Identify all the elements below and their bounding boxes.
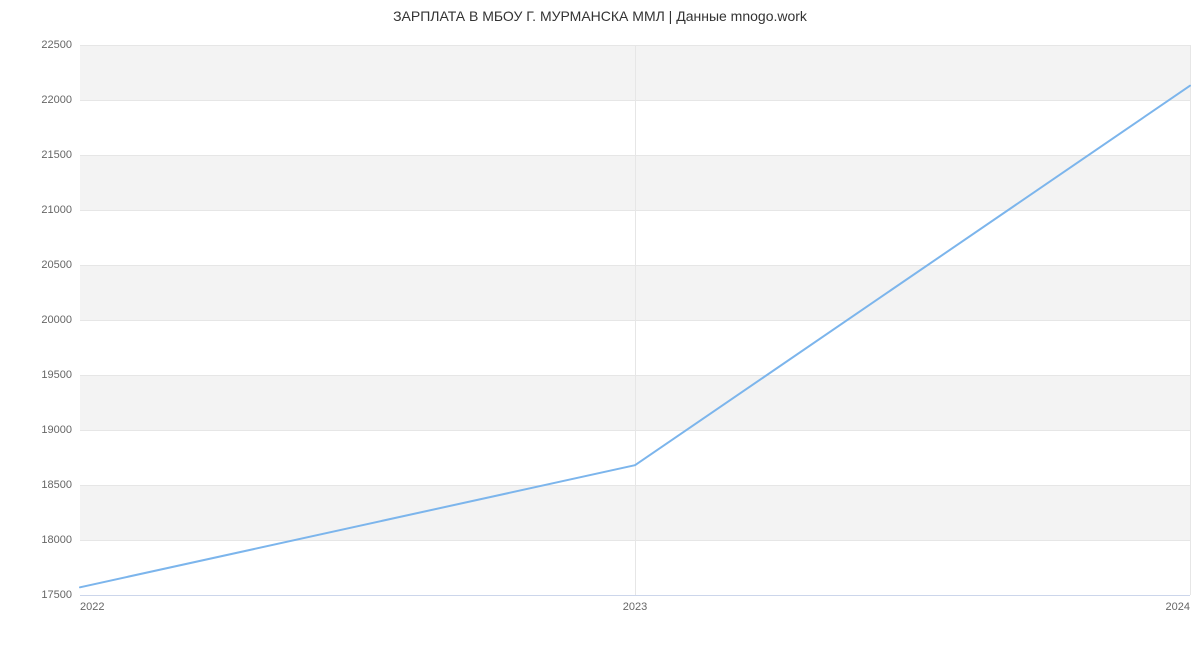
y-axis-label: 22500 [41,39,80,51]
y-axis-label: 21500 [41,149,80,161]
x-axis-label: 2024 [1166,595,1190,613]
x-axis-label: 2022 [80,595,104,613]
y-axis-label: 17500 [41,589,80,601]
y-axis-label: 20500 [41,259,80,271]
data-series-line [80,45,1190,595]
x-axis-line [80,595,1190,596]
chart-title: ЗАРПЛАТА В МБОУ Г. МУРМАНСКА ММЛ | Данны… [0,8,1200,24]
y-axis-label: 19000 [41,424,80,436]
plot-area: 1750018000185001900019500200002050021000… [80,45,1190,595]
x-axis-label: 2023 [623,595,647,613]
y-axis-label: 19500 [41,369,80,381]
salary-line-chart: ЗАРПЛАТА В МБОУ Г. МУРМАНСКА ММЛ | Данны… [0,0,1200,650]
y-axis-label: 20000 [41,314,80,326]
y-axis-label: 18000 [41,534,80,546]
y-axis-label: 21000 [41,204,80,216]
y-axis-label: 18500 [41,479,80,491]
y-axis-label: 22000 [41,94,80,106]
gridline-vertical [1190,45,1191,595]
